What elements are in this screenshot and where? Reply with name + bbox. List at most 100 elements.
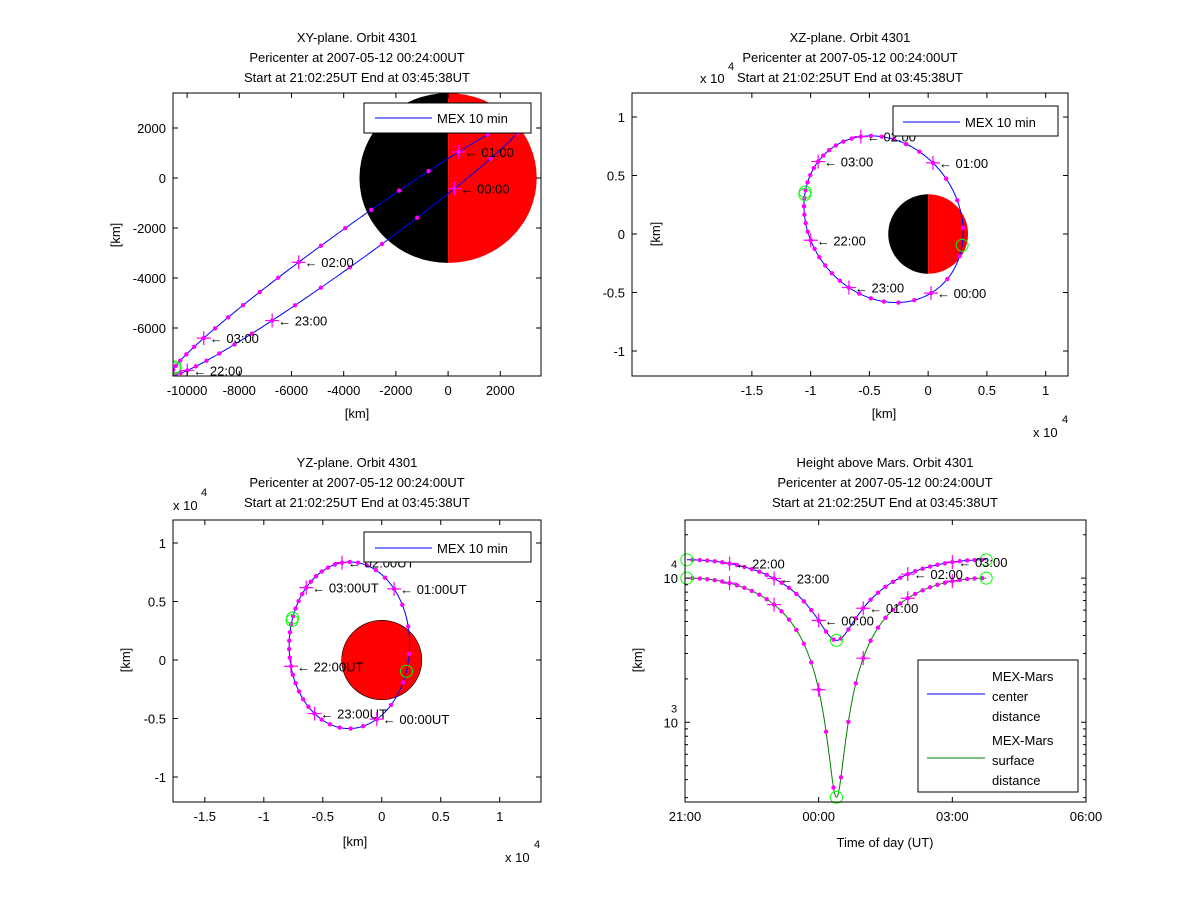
x-tick-label: -1.5 [741, 383, 763, 398]
plot-area: ← 22:00← 23:00← 00:00← 01:00← 02:00← 03:… [798, 129, 988, 305]
sample-marker [920, 588, 925, 593]
multiplier-exponent: 4 [534, 839, 540, 851]
event-circle [285, 614, 299, 628]
xz-title: XZ-plane. Orbit 4301 Pericenter at 2007-… [737, 30, 963, 85]
yz-title-line-2: Pericenter at 2007-05-12 00:24:00UT [249, 475, 464, 490]
multiplier-exponent: 4 [1062, 414, 1068, 426]
y-tick-label: 0 [159, 171, 166, 186]
yz-legend: MEX 10 min [363, 531, 532, 563]
height-plot: ← 22:00← 23:00 ← 00:00← 01:00 ← 02:00← 03:… [664, 519, 1102, 824]
sample-marker [325, 565, 331, 570]
sample-marker [890, 579, 896, 585]
y-tick-label: 2000 [137, 121, 166, 136]
sample-marker [749, 566, 755, 572]
sample-marker [829, 271, 835, 276]
hour-label: ← 03:00 [958, 555, 1007, 570]
sample-marker [426, 168, 431, 174]
xy-ylabel: [km] [108, 223, 123, 248]
xz-title-line-2: Pericenter at 2007-05-12 00:24:00UT [742, 50, 957, 65]
event-circle [955, 238, 969, 252]
y-tick-label: 10 [664, 571, 678, 586]
sample-marker [913, 591, 918, 597]
event-circle [173, 360, 182, 374]
sample-marker [373, 567, 379, 573]
yz-plot: ← 22:00UT← 23:00UT← 00:00UT← 01:00UT← 02… [144, 519, 542, 824]
y-tick-label: -0.5 [603, 285, 625, 300]
legend-box [363, 531, 532, 563]
sample-marker [868, 133, 874, 139]
sample-marker [935, 582, 940, 588]
sample-marker [955, 198, 960, 203]
hour-marker [369, 712, 384, 727]
sample-marker [903, 141, 909, 147]
sample-marker [857, 291, 862, 296]
sample-marker [826, 148, 832, 153]
sample-marker [276, 275, 281, 280]
sample-marker [935, 562, 940, 567]
yz-title: YZ-plane. Orbit 4301 Pericenter at 2007-… [244, 455, 470, 510]
multiplier-exponent: 4 [728, 61, 734, 73]
sample-marker [831, 637, 836, 642]
sample-marker [697, 557, 703, 563]
sample-marker [712, 577, 717, 583]
sample-marker [927, 564, 933, 569]
plot-layers: ← 22:00← 23:00← 00:00← 01:00← 02:00← 03:… [133, 92, 1102, 824]
hour-label: ← 00:00UT [383, 712, 450, 727]
hour-label: ← 23:00 [780, 571, 829, 586]
y-tick-label: -4000 [133, 271, 166, 286]
sample-marker [290, 672, 296, 678]
sample-marker [881, 299, 887, 304]
sample-marker [318, 285, 324, 290]
legend-label-center: center [992, 689, 1029, 704]
sample-marker [786, 585, 792, 591]
plot-area: ← 22:00← 23:00← 00:00← 01:00← 02:00← 03:… [680, 553, 1007, 804]
sample-marker [293, 681, 298, 686]
sample-marker [972, 576, 977, 581]
sample-marker [927, 585, 933, 590]
yz-title-line-3: Start at 21:02:25UT End at 03:45:38UT [244, 495, 470, 510]
sample-marker [972, 557, 977, 563]
hour-label: ← 00:00 [825, 614, 874, 629]
sample-marker [749, 588, 755, 594]
sample-marker [337, 725, 342, 730]
sample-marker [415, 215, 420, 220]
sample-marker [287, 655, 292, 660]
xz-plot: ← 22:00← 23:00 ← 00:00← 01:00← 02:00← 03:… [603, 92, 1069, 398]
xz-x-multiplier: x 10 4 [1033, 414, 1068, 440]
sample-marker [405, 624, 411, 629]
sample-marker [293, 606, 298, 611]
sample-marker [846, 719, 851, 724]
sample-marker [225, 315, 231, 320]
hour-label: ← 22:00 [193, 363, 242, 378]
sample-marker [912, 298, 917, 303]
hour-label: ← 23:00 [855, 281, 904, 296]
y-tick-label: -6000 [133, 321, 166, 336]
sample-marker [809, 660, 814, 665]
sample-marker [301, 697, 306, 702]
sample-marker [488, 156, 493, 161]
sample-marker [347, 265, 353, 270]
xy-plot: ← 22:00 ← 23:00 ← 00:00 ← 01:00 ← 02:00 ← 03:… [133, 92, 542, 398]
xy-title: XY-plane. Orbit 4301 Pericenter at 2007-… [244, 30, 470, 85]
sample-marker [913, 568, 918, 574]
y-tick-label: -1 [613, 344, 625, 359]
sample-marker [742, 585, 747, 591]
y-tick-label: 10 [664, 715, 678, 730]
height-xlabel: Time of day (UT) [836, 835, 933, 850]
event-circle [829, 633, 843, 647]
sample-marker [805, 229, 810, 234]
sample-marker [779, 580, 784, 585]
x-tick-label: 0.5 [432, 809, 450, 824]
sample-marker [821, 153, 826, 158]
sample-marker [348, 726, 353, 731]
sample-marker [831, 785, 836, 790]
hour-label: ← 00:00 [460, 182, 509, 197]
x-tick-label: 03:00 [936, 809, 969, 824]
hour-label: ← 01:00 [869, 601, 918, 616]
axes-box [684, 519, 1087, 803]
sample-marker [779, 609, 784, 614]
height-title-line-3: Start at 21:02:25UT End at 03:45:38UT [772, 495, 998, 510]
x-tick-label: 0.5 [978, 383, 996, 398]
sample-marker [292, 303, 298, 308]
sample-marker [823, 629, 829, 634]
